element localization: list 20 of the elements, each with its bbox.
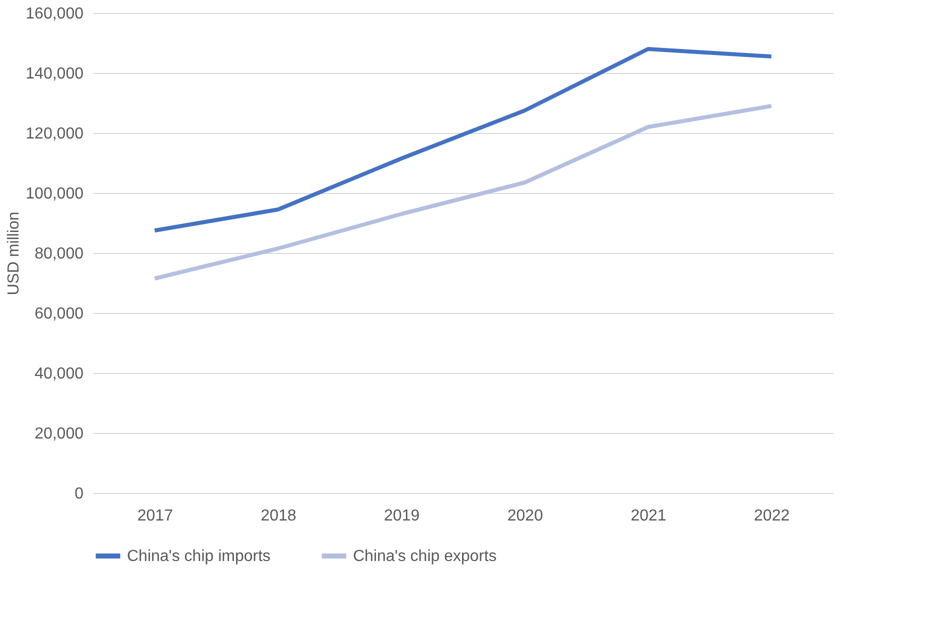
line-series: [152, 47, 774, 232]
line-series: [152, 104, 774, 280]
y-tick-label: 40,000: [34, 366, 84, 382]
x-tick-label: 2022: [754, 508, 790, 524]
legend-label: China's chip exports: [353, 548, 497, 565]
y-tick-label: 80,000: [34, 246, 84, 262]
x-tick-label: 2020: [507, 508, 544, 524]
x-tick-label: 2017: [137, 508, 174, 524]
y-tick-label: 140,000: [26, 66, 84, 82]
y-axis-title: USD million: [6, 212, 23, 296]
y-tick-label: 100,000: [26, 186, 84, 202]
x-tick-label: 2019: [384, 508, 420, 524]
y-tick-label: 0: [74, 486, 84, 502]
y-tick-label: 160,000: [26, 6, 84, 22]
x-tick-label: 2018: [260, 508, 296, 524]
y-tick-label: 20,000: [34, 426, 84, 442]
y-tick-label: 60,000: [34, 306, 84, 322]
y-tick-label: 120,000: [26, 126, 84, 142]
legend-label: China's chip imports: [127, 548, 271, 565]
x-tick-label: 2021: [630, 508, 666, 524]
